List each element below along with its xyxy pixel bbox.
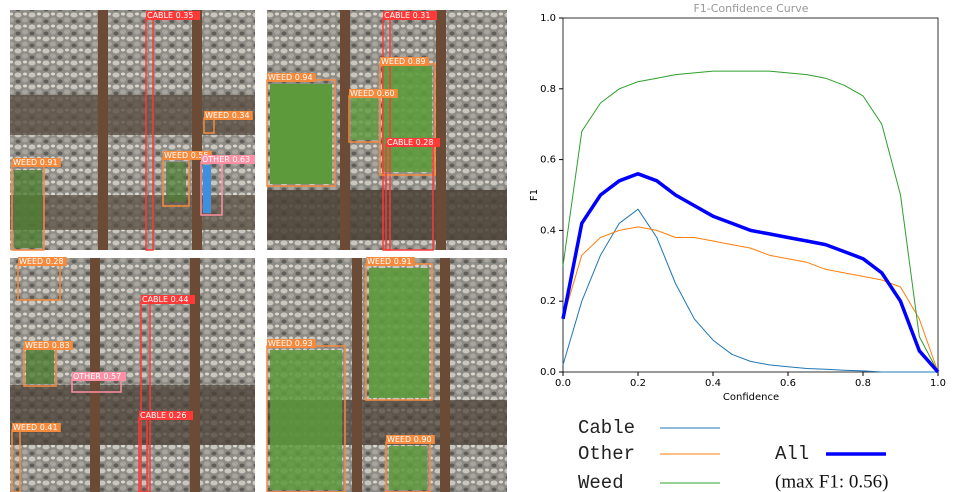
legend-label: Other [578,443,635,465]
detection-label: CABLE 0.31 [384,11,430,20]
detection-label: CABLE 0.44 [142,295,188,304]
detection-label: WEED 0.91 [367,257,412,266]
x-axis-label: Confidence [723,392,779,403]
series-line [563,209,938,372]
y-tick-label: 0.8 [540,84,556,95]
photos [10,10,507,492]
series-line [563,71,938,372]
series-line [563,227,938,372]
rail [436,10,446,250]
detection-label: WEED 0.90 [387,435,432,444]
weed [270,84,332,184]
detection-label: WEED 0.41 [13,423,58,432]
sleeper [10,195,255,230]
x-tick-label: 0.4 [705,378,721,389]
weed [389,446,427,490]
y-axis-label: F1 [529,189,540,201]
max-f1-note: (max F1: 0.56) [775,471,888,492]
x-tick-label: 0.2 [630,378,646,389]
rail [98,10,108,250]
y-tick-label: 0.2 [540,296,556,307]
detection-label: WEED 0.94 [268,73,313,82]
object [203,165,211,213]
detection-label: WEED 0.89 [381,57,426,66]
x-tick-label: 1.0 [930,378,946,389]
y-tick-label: 0.0 [540,367,556,378]
chart-title: F1-Confidence Curve [693,2,808,15]
detection-label: WEED 0.34 [205,111,250,120]
detection-label: CABLE 0.28 [387,138,433,147]
weed [270,350,342,490]
x-tick-label: 0.8 [855,378,871,389]
weed [14,170,42,248]
detection-label: WEED 0.28 [19,257,64,266]
weed [166,162,186,202]
weed [351,98,378,140]
detection-label: OTHER 0.57 [73,372,121,381]
sleeper [267,190,507,240]
x-tick-label: 0.6 [780,378,796,389]
detection-label: WEED 0.83 [25,341,70,350]
weed [26,350,54,384]
sleeper [10,385,255,445]
rail [352,258,362,492]
figure: F1-Confidence Curve Confidence F1 (max F… [0,0,953,492]
rail [440,258,450,492]
detection-label: CABLE 0.26 [140,411,186,420]
detection-label: WEED 0.93 [268,339,313,348]
detection-label: CABLE 0.35 [147,11,193,20]
weed [369,268,429,398]
y-tick-label: 0.4 [540,225,556,236]
detection-label: OTHER 0.63 [202,155,250,164]
x-tick-label: 0.0 [555,378,571,389]
series-line [563,174,938,372]
detection-label: WEED 0.60 [350,89,395,98]
y-tick-label: 1.0 [540,13,556,24]
detection-label: WEED 0.91 [13,158,58,167]
legend-label: Cable [578,417,635,439]
legend-label: Weed [578,472,624,492]
rail [190,258,200,492]
legend-label: All [775,443,809,465]
y-tick-label: 0.6 [540,155,556,166]
